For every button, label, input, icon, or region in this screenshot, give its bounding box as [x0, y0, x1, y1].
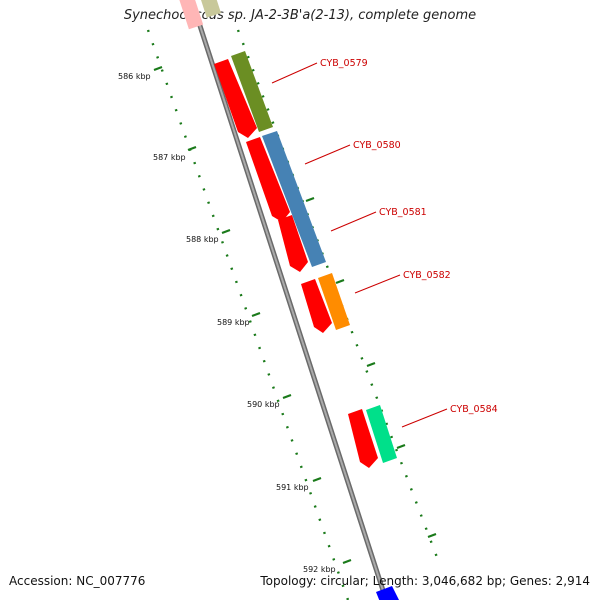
red-cds-track	[214, 59, 378, 468]
svg-text:CYB_0581: CYB_0581	[379, 207, 427, 218]
edge-gene-blue	[376, 586, 399, 600]
tick-587: 587 kbp	[153, 145, 197, 162]
gene-label-cyb-0580: CYB_0580	[304, 140, 401, 165]
tick-586: 586 kbp	[118, 65, 163, 81]
tick-592: 592 kbp	[303, 558, 352, 574]
accession-label: Accession: NC_007776	[9, 574, 146, 588]
edge-gene-olive	[199, 0, 222, 18]
red-cds-1	[214, 59, 257, 138]
svg-text:CYB_0584: CYB_0584	[450, 404, 498, 415]
gene-cyb-0580	[262, 131, 326, 267]
tick-label-590: 590 kbp	[247, 400, 280, 409]
gene-label-cyb-0579: CYB_0579	[271, 58, 368, 84]
colored-gene-track	[231, 51, 399, 600]
topology-label: Topology: circular; Length: 3,046,682 bp…	[260, 574, 590, 588]
tick-590: 590 kbp	[247, 393, 292, 409]
gene-label-cyb-0584: CYB_0584	[401, 404, 498, 428]
tick-label-589: 589 kbp	[217, 318, 250, 327]
gene-label-cyb-0581: CYB_0581	[330, 207, 427, 232]
gene-cyb-0582	[318, 273, 350, 330]
red-cds-3	[278, 215, 308, 272]
gene-label-cyb-0582: CYB_0582	[354, 270, 451, 294]
tick-589: 589 kbp	[217, 311, 261, 327]
genome-backbone	[188, 0, 389, 600]
gene-cyb-0579	[231, 51, 273, 132]
tick-label-587: 587 kbp	[153, 153, 186, 162]
tick-591: 591 kbp	[276, 476, 322, 492]
edge-gene-pink	[178, 0, 204, 30]
gene-cyb-0584	[366, 405, 397, 463]
svg-text:CYB_0580: CYB_0580	[353, 140, 401, 151]
svg-text:CYB_0579: CYB_0579	[320, 58, 368, 69]
svg-text:CYB_0582: CYB_0582	[403, 270, 451, 281]
outer-ticks	[305, 196, 437, 539]
tick-label-592: 592 kbp	[303, 565, 336, 574]
red-cds-4	[301, 279, 332, 333]
tick-label-591: 591 kbp	[276, 483, 309, 492]
tick-label-588: 588 kbp	[186, 235, 219, 244]
red-cds-2	[246, 137, 290, 222]
tick-588: 588 kbp	[186, 228, 231, 244]
red-cds-5	[348, 409, 378, 468]
tick-label-586: 586 kbp	[118, 72, 151, 81]
